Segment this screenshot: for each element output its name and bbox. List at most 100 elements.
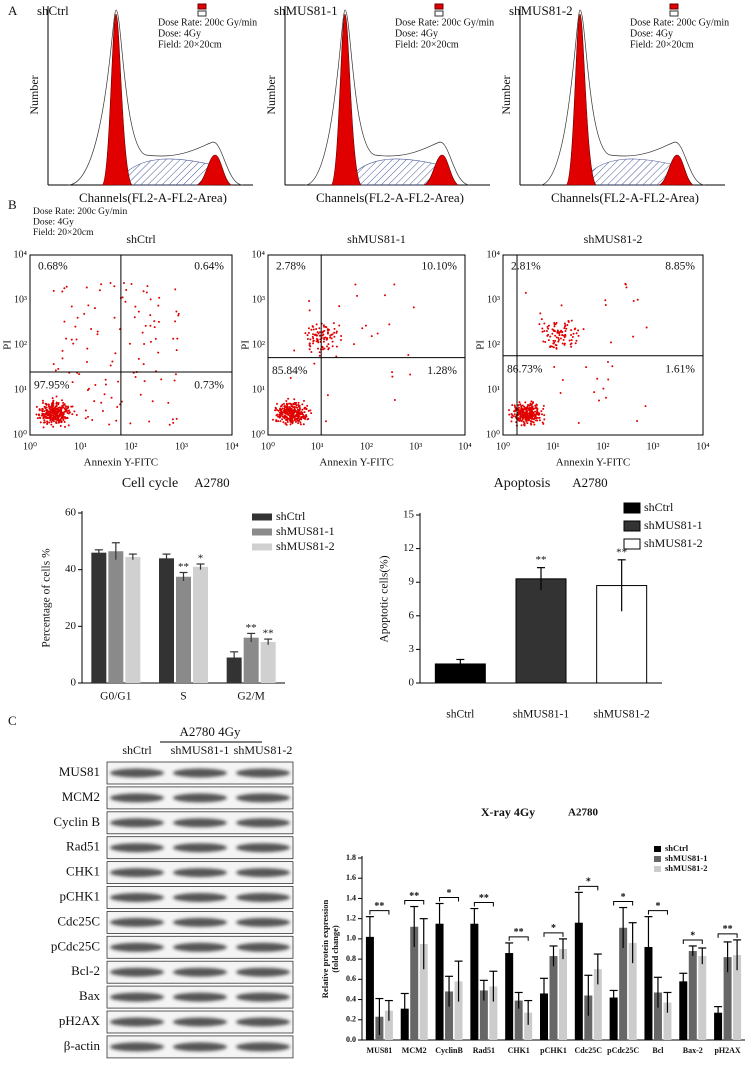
scatter-dot [60, 412, 63, 415]
scatter-dot [277, 409, 280, 412]
scatter-dot [124, 300, 127, 303]
scatter-dot [554, 334, 557, 337]
dose-text: Dose Rate: 200c Gy/min [158, 17, 257, 28]
scatter-dot [383, 294, 386, 297]
blot-band [110, 1017, 164, 1027]
scatter-dot [577, 329, 580, 332]
scatter-dot [558, 334, 561, 337]
bar [698, 956, 707, 1040]
scatter-dot [281, 418, 284, 421]
x-tick-label: 10⁴ [458, 441, 472, 452]
y-tick-label: 0.2 [346, 1015, 356, 1024]
scatter-dot [172, 337, 175, 340]
x-tick-label: 10³ [409, 441, 422, 452]
scatter-dot [46, 423, 49, 426]
scatter-dot [567, 320, 570, 323]
scatter-dot [70, 405, 73, 408]
scatter-dot [524, 406, 527, 409]
blot-band [236, 868, 290, 878]
x-tick-label: G0/G1 [100, 691, 132, 703]
legend-swatch [434, 10, 444, 17]
bar [226, 657, 242, 683]
y-tick-label: 10⁴ [14, 249, 28, 260]
scatter-dot [330, 333, 333, 336]
scatter-dot [524, 411, 527, 414]
bar [559, 949, 567, 1040]
protein-label: pCdc25C [51, 938, 100, 953]
y-tick-label: 10⁰ [251, 429, 265, 440]
blot-band [173, 917, 227, 927]
y-tick-label: 20 [65, 620, 77, 632]
scatter-dot [545, 330, 548, 333]
scatter-dot [73, 410, 76, 413]
scatter-dot [158, 296, 161, 299]
bar [663, 1002, 672, 1040]
plot-frame [502, 254, 704, 436]
y-tick-label: 40 [65, 563, 77, 575]
quadrant-percent: 85.84% [272, 365, 308, 377]
bar [410, 926, 419, 1040]
scatter-dot [67, 410, 70, 413]
scatter-dot [305, 413, 308, 416]
scatter-dot [607, 378, 610, 381]
dose-text: Field: 20×20cm [33, 228, 94, 238]
scatter-dot [293, 349, 296, 352]
y-axis-label: PI [475, 340, 487, 350]
protein-label: β-actin [64, 1038, 101, 1053]
blot-band [110, 917, 164, 927]
scatter-dot [532, 421, 535, 424]
scatter-dot [52, 399, 55, 402]
scatter-dot [520, 420, 523, 423]
scatter-dot [289, 402, 292, 405]
y-tick-label: 10³ [252, 294, 265, 305]
scatter-dot [553, 365, 556, 368]
scatter-dot [55, 421, 58, 424]
scatter-dot [171, 418, 174, 421]
scatter-dot [570, 333, 573, 336]
bar [619, 927, 628, 1040]
scatter-dot [303, 406, 306, 409]
scatter-dot [535, 411, 538, 414]
bar [515, 578, 567, 684]
scatter-dot [38, 414, 41, 417]
scatter-dot [62, 401, 65, 404]
scatter-dot [108, 423, 111, 426]
legend-swatch [669, 10, 679, 17]
legend-label: shMUS81-1 [276, 524, 335, 538]
scatter-dot [104, 378, 107, 381]
scatter-dot [52, 363, 55, 366]
x-tick-label: 10¹ [74, 441, 87, 452]
bar [644, 946, 653, 1040]
scatter-dot [331, 340, 334, 343]
scatter-dot [125, 288, 128, 291]
scatter-dot [48, 421, 51, 424]
significance-bracket [369, 910, 390, 915]
scatter-dot [116, 406, 119, 409]
protein-label: MUS81 [59, 764, 100, 779]
scatter-dot [289, 423, 292, 426]
bar [91, 552, 107, 683]
scatter-dot [510, 420, 513, 423]
scatter-dot [274, 409, 277, 412]
scatter-dot [570, 339, 573, 342]
scatter-dot [153, 320, 156, 323]
scatter-dot [149, 324, 152, 327]
scatter-dot [315, 327, 318, 330]
dose-text: Field: 20×20cm [630, 39, 694, 50]
significance: * [198, 553, 204, 565]
g2-peak [423, 154, 459, 186]
bar [628, 942, 637, 1040]
scatter-dot [76, 316, 79, 319]
scatter-dot [86, 389, 89, 392]
scatter-texture [35, 281, 180, 429]
scatter-dot [526, 422, 529, 425]
scatter-dot [593, 391, 596, 394]
scatter-dot [45, 411, 48, 414]
scatter-dot [41, 401, 44, 404]
scatter-dot [604, 396, 607, 399]
scatter-dot [100, 401, 103, 404]
scatter-dot [299, 421, 302, 424]
y-tick-label: 10² [487, 339, 500, 350]
x-tick-label: CyclinB [435, 1046, 463, 1055]
